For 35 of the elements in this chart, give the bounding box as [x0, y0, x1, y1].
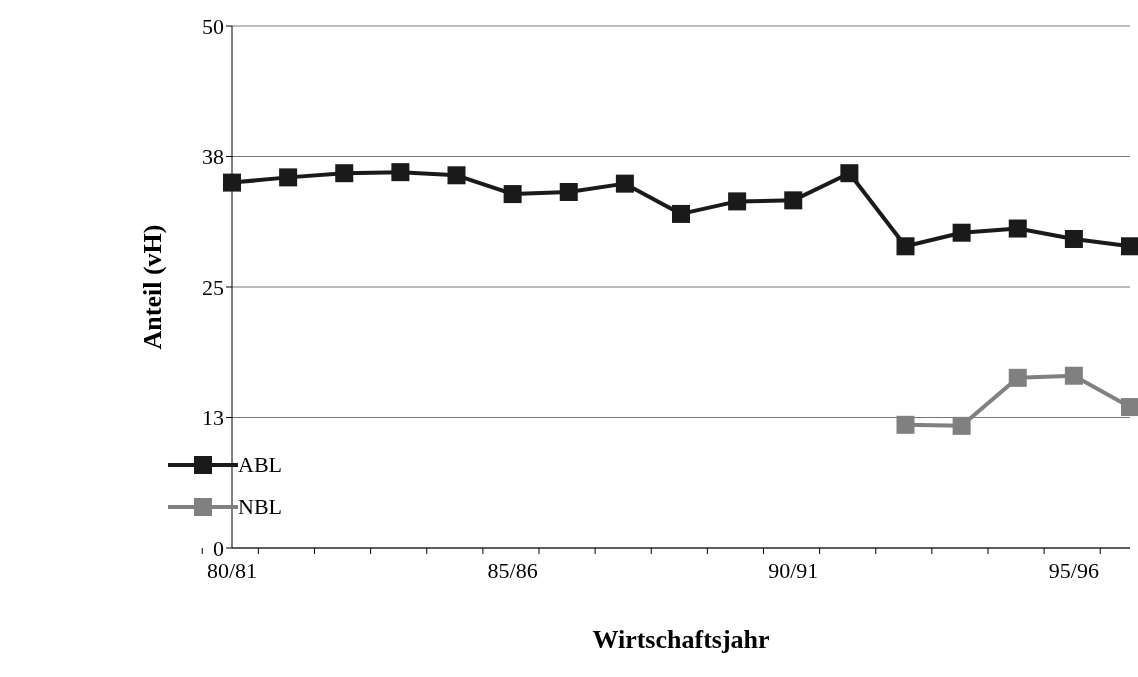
point	[952, 416, 971, 435]
point	[896, 415, 915, 434]
point	[335, 164, 354, 183]
point	[391, 163, 410, 182]
point	[1008, 219, 1027, 238]
point	[559, 183, 578, 201]
point	[728, 192, 747, 211]
x-tick-label: 80/81	[206, 558, 258, 583]
legend-label: NBL	[238, 494, 282, 520]
x-tick-label: 90/91	[768, 558, 819, 583]
x-tick-label: 95/96	[1048, 558, 1099, 583]
point	[672, 204, 690, 223]
x-tick-label: 85/86	[487, 558, 538, 583]
x-axis-title: Wirtschaftsjahr	[592, 625, 770, 654]
point	[1064, 366, 1083, 385]
y-tick-label: 25	[202, 274, 224, 300]
point	[447, 166, 466, 185]
y-tick-label: 50	[202, 13, 224, 39]
point	[1064, 229, 1083, 248]
point	[279, 168, 298, 187]
point	[1121, 237, 1138, 256]
point	[840, 164, 859, 183]
y-tick-label: 13	[202, 405, 224, 431]
point	[615, 174, 634, 193]
point	[896, 237, 915, 256]
y-tick-label: 38	[202, 144, 224, 170]
point	[1008, 368, 1027, 387]
point	[952, 223, 971, 242]
point	[784, 191, 803, 210]
point	[503, 185, 522, 204]
y-tick-label: 0	[213, 535, 224, 561]
legend-label: ABL	[238, 452, 282, 478]
point	[1121, 398, 1138, 417]
y-axis-title: Anteil (vH)	[138, 224, 168, 350]
point	[223, 173, 241, 192]
